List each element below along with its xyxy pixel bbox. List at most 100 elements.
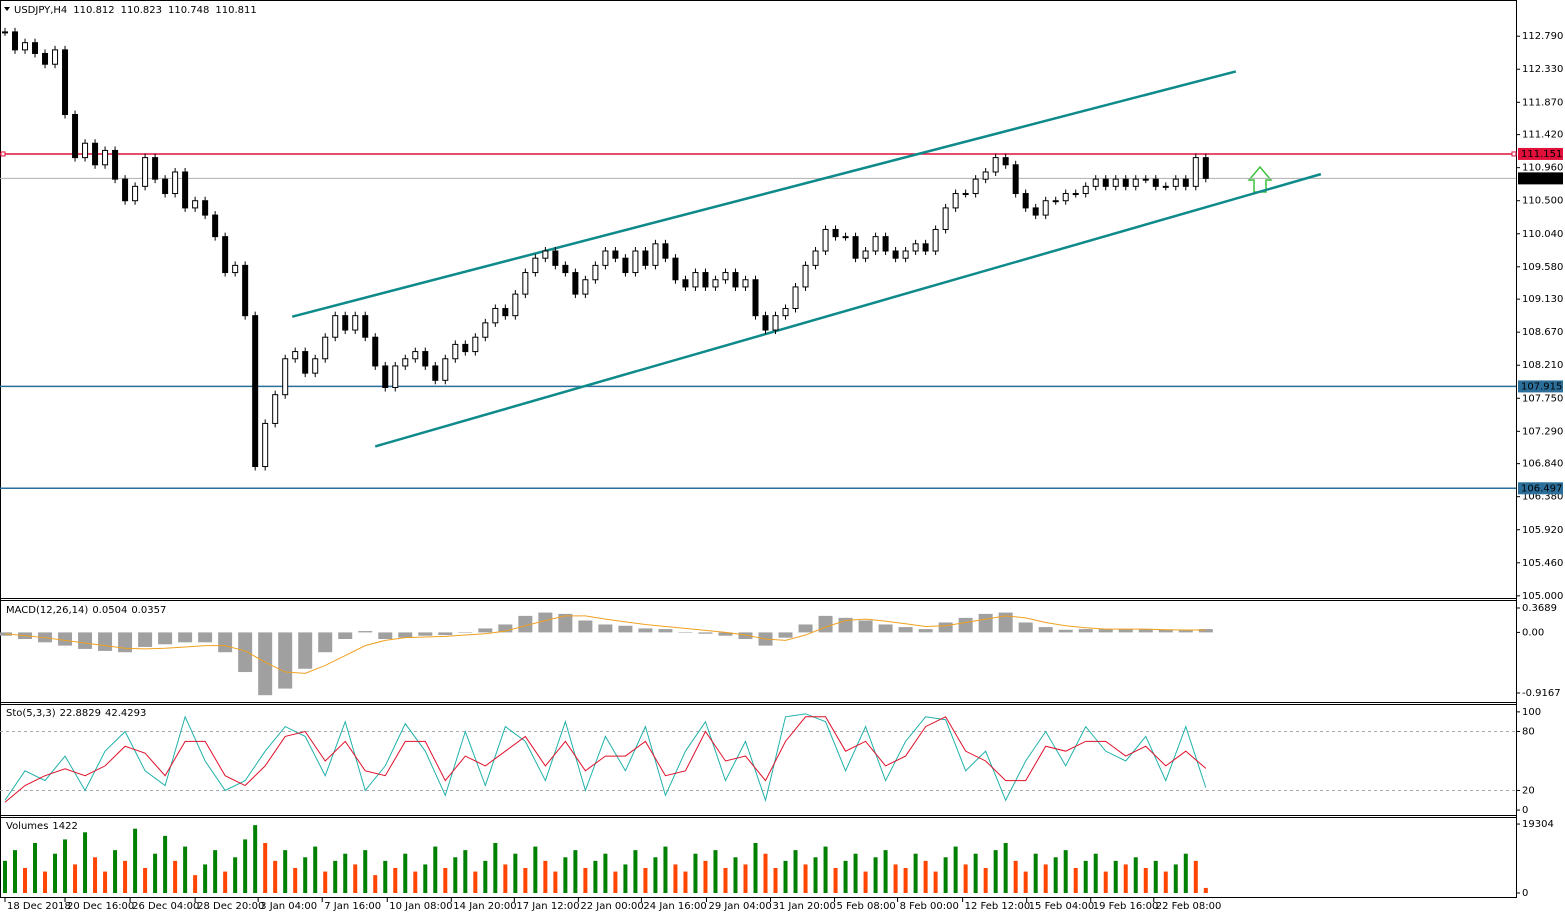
macd-bar: [398, 632, 413, 638]
candle: [1182, 178, 1189, 187]
candle: [112, 149, 119, 180]
volume-bar: [653, 857, 658, 893]
macd-bar: [1038, 627, 1053, 633]
y-tick-label: 105.920: [1522, 525, 1563, 536]
volume-bar: [433, 846, 438, 893]
candle: [92, 142, 99, 166]
indicator-value: 0.0504: [92, 605, 127, 616]
candle: [212, 214, 219, 238]
volume-bar: [713, 850, 718, 893]
candle: [512, 293, 519, 317]
candle: [412, 351, 419, 360]
candle: [62, 49, 69, 116]
candle: [442, 358, 449, 381]
candle: [1042, 200, 1049, 216]
volume-bar: [683, 871, 688, 893]
candle: [202, 200, 209, 216]
candle: [472, 336, 479, 353]
indicator-value: MACD(12,26,14): [6, 605, 88, 616]
volume-bar: [973, 853, 978, 893]
candle: [272, 394, 279, 424]
level-marker: [0, 151, 6, 157]
price-level-label: 110.811: [1521, 173, 1562, 184]
candle: [592, 264, 599, 281]
candle: [762, 315, 769, 331]
macd-bar: [458, 632, 473, 633]
candle: [242, 264, 249, 317]
volume-bar: [223, 871, 228, 893]
volume-bar: [993, 850, 998, 893]
volume-bar: [503, 864, 508, 893]
volume-bar: [1203, 887, 1208, 893]
volume-bar: [833, 868, 838, 893]
macd-bar: [438, 632, 453, 636]
volume-bar: [13, 850, 18, 893]
candle: [382, 365, 389, 389]
macd-bar: [818, 615, 833, 633]
header: USDJPY,H4 110.812 110.823 110.748 110.811: [14, 5, 257, 16]
candle: [522, 272, 529, 295]
volume-bar: [63, 839, 68, 893]
volume-bar: [863, 871, 868, 893]
macd-bar: [1198, 629, 1213, 633]
volume-bar: [1083, 860, 1088, 893]
volume-bar: [593, 860, 598, 893]
volume-bar: [403, 853, 408, 893]
volume-bar: [373, 875, 378, 893]
candle: [992, 157, 999, 173]
candle: [312, 358, 319, 374]
candle: [22, 42, 29, 51]
volume-bar: [743, 864, 748, 893]
volume-bar: [613, 871, 618, 893]
macd-bar: [558, 613, 573, 633]
candle: [682, 279, 689, 288]
candle: [772, 315, 779, 331]
trend-line: [291, 70, 1237, 318]
macd-bar: [78, 632, 93, 649]
macd-bar: [178, 632, 193, 643]
stoch-signal: [4, 716, 1207, 803]
macd-bar: [338, 632, 353, 640]
candle: [222, 236, 229, 274]
macd-bar: [1018, 622, 1033, 633]
price-level-label: 107.915: [1521, 381, 1562, 392]
ohlc-value: 110.811: [215, 5, 256, 16]
candle: [702, 272, 709, 288]
volume-bar: [123, 860, 128, 893]
volume-bar: [1163, 871, 1168, 893]
candle: [292, 351, 299, 360]
macd-bar: [1098, 629, 1113, 633]
volume-bar: [383, 860, 388, 893]
candle: [502, 307, 509, 317]
volume-bar: [323, 871, 328, 893]
macd-bar: [1138, 629, 1153, 633]
volume-bar: [1193, 860, 1198, 893]
volume-bar: [1153, 860, 1158, 893]
volume-bar: [953, 846, 958, 893]
candle: [782, 307, 789, 317]
y-tick-label: 108.670: [1522, 327, 1563, 338]
macd-bar: [138, 632, 153, 647]
candle: [672, 257, 679, 281]
volume-bar: [783, 860, 788, 893]
y-tick-label: -0.9167: [1522, 688, 1561, 699]
candle: [972, 178, 979, 195]
macd-bar: [1078, 629, 1093, 633]
candle: [122, 178, 129, 202]
volume-bar: [453, 857, 458, 893]
y-tick-label: 0.3689: [1522, 603, 1557, 614]
candle: [322, 336, 329, 360]
x-tick-label: 15 Feb 04:00: [1029, 901, 1095, 912]
volume-bar: [293, 868, 298, 893]
y-tick-label: 105.000: [1522, 591, 1563, 602]
volume-bar: [303, 857, 308, 893]
candle: [882, 236, 889, 252]
volume-bar: [573, 850, 578, 893]
candle: [952, 193, 959, 209]
symbol: USDJPY,H4: [14, 5, 67, 16]
candle: [1012, 164, 1019, 195]
macd-bar: [778, 632, 793, 638]
candle: [142, 157, 149, 187]
y-tick-label: 105.460: [1522, 558, 1563, 569]
volume-bar: [253, 825, 258, 893]
